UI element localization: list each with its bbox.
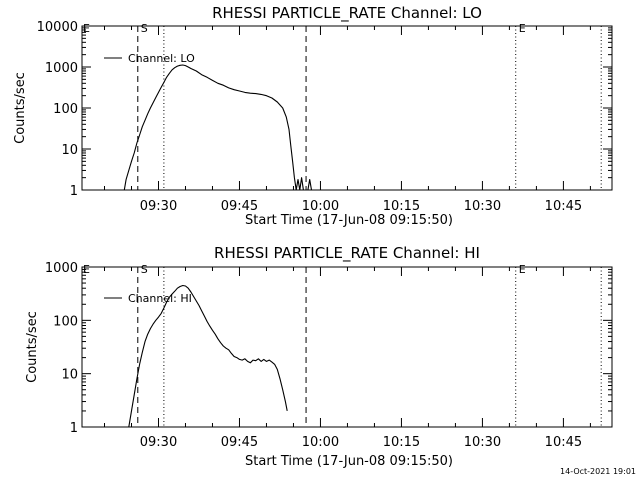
x-tick-label: 10:00 bbox=[302, 435, 339, 450]
x-tick-label: 10:15 bbox=[383, 199, 420, 214]
x-axis-label: Start Time (17-Jun-08 09:15:50) bbox=[245, 213, 453, 228]
y-tick-label: 1 bbox=[70, 421, 78, 436]
marker-label: E bbox=[519, 263, 526, 276]
marker-label: E bbox=[519, 22, 526, 35]
y-axis-label: Counts/sec bbox=[13, 72, 28, 144]
series-line bbox=[128, 284, 288, 428]
chart-title: RHESSI PARTICLE_RATE Channel: HI bbox=[214, 244, 480, 263]
x-tick-label: 10:45 bbox=[545, 199, 582, 214]
x-tick-label: 09:45 bbox=[221, 435, 258, 450]
series-line bbox=[123, 64, 313, 191]
x-tick-label: 09:30 bbox=[140, 199, 177, 214]
x-tick-label: 10:00 bbox=[302, 199, 339, 214]
plot-frame bbox=[81, 25, 613, 191]
x-axis-label: Start Time (17-Jun-08 09:15:50) bbox=[245, 454, 453, 469]
x-tick-label: 09:30 bbox=[140, 435, 177, 450]
y-tick-label: 100 bbox=[53, 314, 78, 329]
x-tick-label: 10:30 bbox=[464, 199, 501, 214]
legend: Channel: HI bbox=[104, 292, 192, 305]
legend: Channel: LO bbox=[104, 52, 195, 65]
chart-panel-1: RHESSI PARTICLE_RATE Channel: LO 1 10 100 10… bbox=[13, 4, 613, 228]
y-tick-label: 100 bbox=[53, 102, 78, 117]
y-tick-label: 10 bbox=[61, 368, 78, 383]
plot-frame bbox=[81, 266, 613, 428]
y-tick-label: 1 bbox=[70, 184, 78, 199]
marker-label: S bbox=[141, 22, 148, 35]
marker-label: S bbox=[141, 263, 148, 276]
legend-label: Channel: LO bbox=[128, 52, 195, 65]
legend-label: Channel: HI bbox=[128, 292, 192, 305]
y-tick-label: 10000 bbox=[37, 20, 78, 35]
edge-label-left: E bbox=[83, 263, 90, 276]
footer-timestamp: 14-Oct-2021 19:01 bbox=[560, 467, 636, 476]
y-tick-label: 10 bbox=[61, 143, 78, 158]
edge-label-left: E bbox=[83, 22, 90, 35]
x-tick-label: 10:15 bbox=[383, 435, 420, 450]
y-tick-label: 1000 bbox=[45, 61, 78, 76]
x-tick-label: 09:45 bbox=[221, 199, 258, 214]
chart-title: RHESSI PARTICLE_RATE Channel: LO bbox=[212, 4, 482, 23]
x-tick-label: 10:30 bbox=[464, 435, 501, 450]
y-axis-label: Counts/sec bbox=[25, 311, 40, 383]
y-tick-label: 1000 bbox=[45, 261, 78, 276]
chart-panel-2: RHESSI PARTICLE_RATE Channel: HI 1 10 100 10… bbox=[25, 244, 613, 469]
x-tick-label: 10:45 bbox=[545, 435, 582, 450]
